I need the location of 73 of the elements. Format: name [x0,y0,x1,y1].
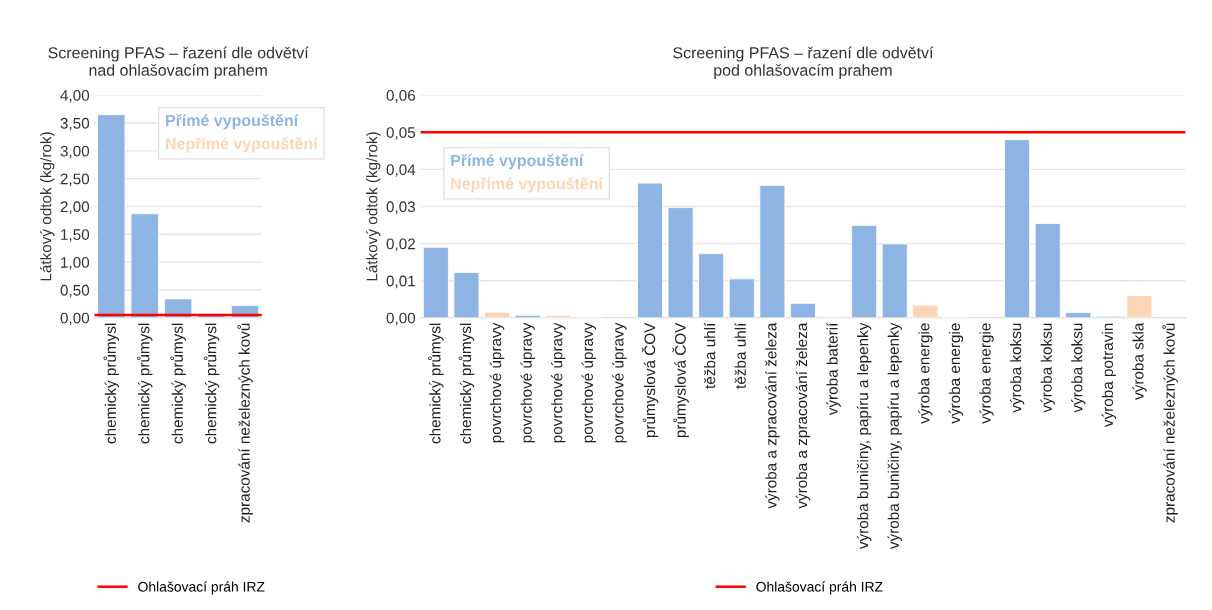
y-tick-label: 3,00 [60,145,90,159]
x-tick-label: těžba uhlí [734,322,746,389]
chart-title: Screening PFAS – řazení dle odvětví pod ohlašovacím prahem [673,46,934,80]
x-tick-label: chemický průmysl [203,323,220,444]
x-tick-label: povrchové úpravy [581,322,597,443]
bar [1065,312,1092,318]
x-tick-label: povrchové úpravy [612,322,627,443]
text: Nepřímé vypouštění [451,177,604,193]
y-tick-label: 3,50 [60,117,90,131]
x-tick-label: průmyslová ČOV [641,322,659,438]
bar [728,278,755,318]
x-tick-label: zpracování neželezných kovů [1162,323,1178,523]
x-tick-label: povrchové úpravy [489,322,505,443]
x-tick-label: výroba baterií [826,322,841,416]
bar [789,302,816,318]
bar [130,213,159,318]
x-tick-label: těžba uhlí [703,322,716,389]
x-tick-label: chemický průmysl [170,323,186,444]
text: Přímé vypouštění [451,154,584,170]
y-axis-title: Látkový odtok (kg/rok) [39,132,55,281]
y-tick-label: 0,00 [60,312,90,326]
x-tick-label: chemický průmysl [136,323,153,444]
y-tick-label: 0,05 [386,127,416,140]
x-tick-label: výroba energie [918,323,933,424]
y-tick-label: 0,06 [386,90,416,103]
bar [759,184,786,318]
legend-label: Ohlašovací práh IRZ [138,581,265,595]
y-tick-label: 2,00 [60,201,90,214]
text: Přímé vypouštění [166,113,299,130]
x-tick-label: chemický průmysl [458,323,475,444]
x-tick-label: povrchové úpravy [551,322,566,443]
x-tick-label: výroba a zpracování železa [795,322,811,509]
bar [422,246,449,318]
bar [698,253,725,318]
bar [637,182,663,318]
x-tick-label: zpracování neželezných kovů [237,323,253,523]
x-tick-label: výroba energie [948,323,964,424]
y-tick-label: 0,50 [60,284,90,298]
x-tick-label: výroba koksu [1009,323,1025,413]
x-tick-label: výroba a zpracování železa [765,322,780,509]
bar [1034,223,1061,318]
x-tick-label: výroba buničiny, papíru a lepenky [856,322,872,550]
x-tick-label: výroba buničiny, papíru a lepenky [887,322,902,550]
legend-label: Nepřímé vypouštění [166,137,319,153]
bar [667,207,694,318]
y-tick-label: 0,02 [386,238,415,252]
bar [851,224,878,318]
bar [1126,295,1153,318]
x-tick-label: povrchové úpravy [520,322,535,443]
x-tick-label: výroba potravin [1101,323,1117,428]
y-axis-title: Látkový odtok (kg/rok) [365,132,381,281]
chart-title: Screening PFAS – řazení dle odvětví nad ohlašovacím prahem [48,46,309,80]
legend-label: Ohlašovací práh IRZ [756,581,883,595]
bar [881,243,908,318]
x-tick-label: výroba energie [979,323,994,424]
y-tick-label: 1,50 [61,229,90,242]
bar [912,304,939,318]
y-tick-label: 0,04 [386,164,416,177]
y-tick-label: 2,50 [60,173,90,187]
y-tick-label: 4,00 [60,90,90,103]
x-tick-label: chemický průmysl [103,323,119,444]
x-tick-label: výroba koksu [1040,323,1055,413]
x-tick-label: výroba skla [1132,322,1147,400]
x-tick-label: chemický průmysl [428,323,444,444]
y-tick-label: 0,03 [386,201,416,214]
x-tick-label: výroba koksu [1071,323,1086,413]
bar [1004,139,1031,318]
y-tick-label: 0,01 [386,275,415,289]
x-tick-label: průmyslová ČOV [672,322,689,438]
bar [97,114,126,318]
y-tick-label: 1,00 [61,257,90,270]
y-tick-label: 0,00 [386,312,416,326]
bar [453,272,480,318]
